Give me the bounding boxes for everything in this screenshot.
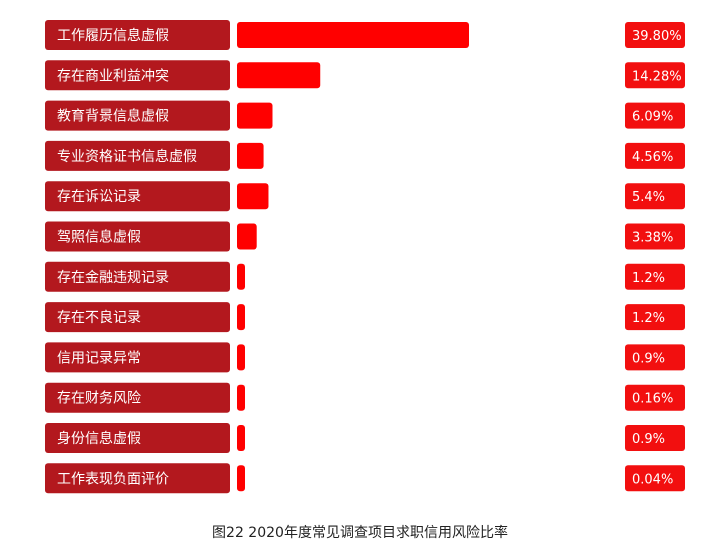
value-bar — [237, 142, 264, 169]
category-label: 信用记录异常 — [57, 350, 141, 366]
value-label: 3.38% — [632, 231, 673, 246]
value-bar — [237, 465, 245, 492]
category-label-box — [45, 221, 230, 252]
category-label: 身份信息虚假 — [57, 430, 141, 447]
value-label-box — [625, 102, 685, 129]
value-label: 0.16% — [632, 392, 673, 407]
value-label-box — [625, 263, 685, 290]
category-label: 工作履历信息虚假 — [57, 27, 169, 44]
value-label: 6.09% — [632, 110, 673, 125]
bar-row: 存在诉讼记录 5.4% — [45, 181, 685, 212]
value-label: 14.28% — [632, 69, 682, 84]
value-bar — [237, 304, 245, 331]
value-label: 1.2% — [632, 271, 665, 286]
chart-caption: 图22 2020年度常见调查项目求职信用风险比率 — [212, 525, 508, 541]
value-label-box — [625, 183, 685, 210]
value-label: 0.9% — [632, 351, 665, 366]
category-label: 驾照信息虚假 — [57, 229, 141, 246]
category-label-box — [45, 342, 230, 373]
value-bar — [237, 22, 469, 48]
value-label-box — [625, 384, 685, 411]
bar-row: 专业资格证书信息虚假 4.56% — [45, 140, 685, 171]
value-label-box — [625, 304, 685, 331]
category-label-box — [45, 302, 230, 333]
value-label: 4.56% — [632, 150, 673, 165]
value-label: 0.04% — [632, 472, 673, 487]
category-label-box — [45, 382, 230, 413]
category-label: 工作表现负面评价 — [57, 471, 169, 487]
category-label-box — [45, 463, 230, 494]
bar-row: 存在金融违规记录 1.2% — [45, 261, 685, 292]
value-bar — [237, 344, 245, 371]
category-label: 专业资格证书信息虚假 — [57, 148, 197, 165]
value-bar — [237, 425, 245, 451]
bar-row: 工作履历信息虚假 39.80% — [45, 20, 685, 50]
category-label-box — [45, 20, 230, 50]
value-bar — [237, 263, 245, 290]
category-label-box — [45, 100, 230, 131]
value-label-box — [625, 223, 685, 250]
value-bar — [237, 62, 321, 89]
category-label: 教育背景信息虚假 — [57, 108, 169, 125]
value-label-box — [625, 465, 685, 492]
value-label-box — [625, 62, 685, 89]
value-label-box — [625, 344, 685, 371]
category-label-box — [45, 423, 230, 453]
category-label-box — [45, 181, 230, 212]
category-label-box — [45, 261, 230, 292]
bar-row: 存在财务风险 0.16% — [45, 382, 685, 413]
value-bar — [237, 102, 273, 129]
bar-row: 存在商业利益冲突 14.28% — [45, 60, 685, 91]
bar-row: 身份信息虚假 0.9% — [45, 423, 685, 453]
category-label: 存在不良记录 — [57, 310, 141, 326]
value-label: 5.4% — [632, 190, 665, 205]
bar-row: 存在不良记录 1.2% — [45, 302, 685, 333]
bar-row: 教育背景信息虚假 6.09% — [45, 100, 685, 131]
value-label: 0.9% — [632, 432, 665, 447]
value-label: 39.80% — [632, 29, 682, 44]
value-label: 1.2% — [632, 311, 665, 326]
bar-row: 驾照信息虚假 3.38% — [45, 221, 685, 252]
value-label-box — [625, 22, 685, 48]
value-bar — [237, 183, 269, 210]
risk-ratio-chart: 工作履历信息虚假 39.80% 存在商业利益冲突 14.28% 教育背景信息虚假 6.09… — [45, 20, 685, 494]
value-bar — [237, 384, 245, 411]
category-label: 存在诉讼记录 — [57, 189, 141, 205]
category-label: 存在商业利益冲突 — [57, 68, 169, 84]
category-label-box — [45, 140, 230, 171]
value-label-box — [625, 142, 685, 169]
value-bar — [237, 223, 257, 250]
category-label: 存在金融违规记录 — [57, 270, 169, 286]
category-label: 存在财务风险 — [57, 391, 141, 407]
value-label-box — [625, 425, 685, 451]
category-label-box — [45, 60, 230, 91]
bar-row: 工作表现负面评价 0.04% — [45, 463, 685, 494]
bar-row: 信用记录异常 0.9% — [45, 342, 685, 373]
